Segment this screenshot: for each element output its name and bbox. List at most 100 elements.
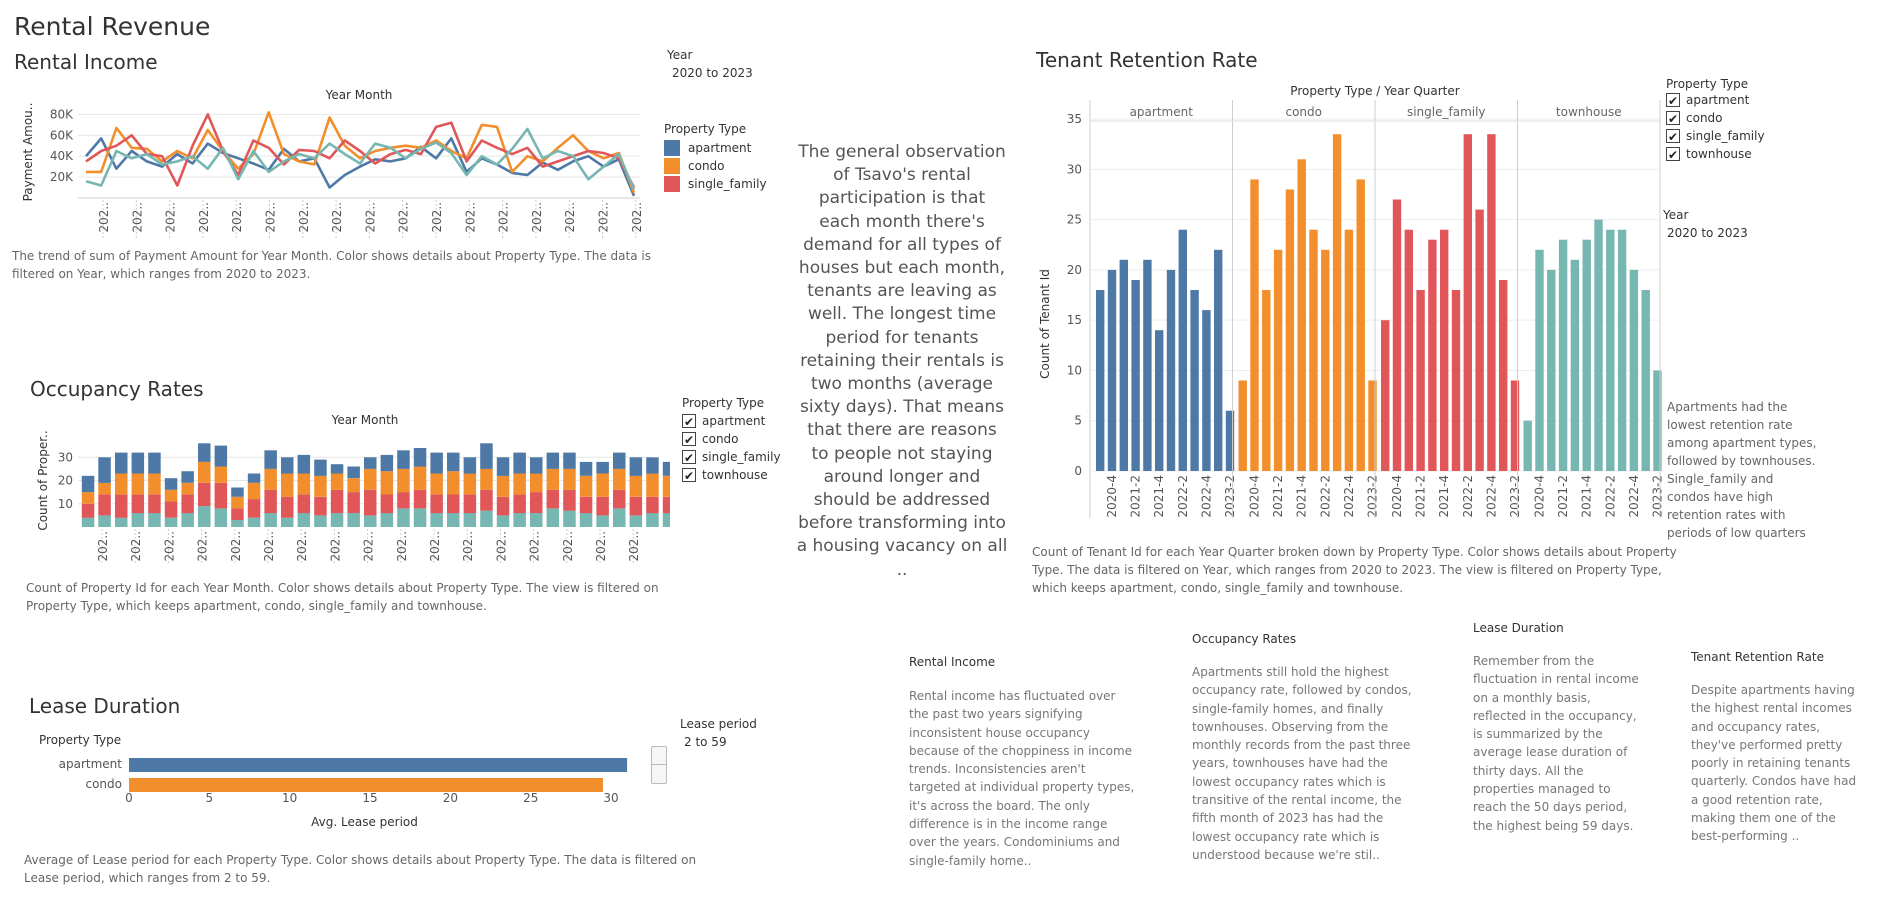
note-text: Despite apartments having the highest re… — [1691, 683, 1857, 844]
legend-item-condo[interactable]: condo — [664, 157, 767, 175]
legend-title: Property Type — [682, 396, 765, 410]
townhouse-bar — [81, 517, 95, 527]
y-tick-label: 30 — [58, 450, 73, 464]
townhouse-bar — [613, 508, 626, 527]
apartment-bar — [214, 445, 228, 467]
legend-label: single_family — [1686, 129, 1765, 143]
single-family-bar — [646, 496, 659, 514]
y-tick-label: 20 — [58, 474, 73, 488]
apartment-bar — [563, 452, 576, 469]
lease-slider-handle[interactable] — [651, 764, 667, 765]
apartment-bar — [579, 461, 593, 476]
checkbox-icon[interactable]: ✔ — [682, 414, 696, 429]
single-family-line — [85, 113, 636, 189]
x-tick-label: 202.. — [494, 531, 508, 562]
filter-item-condo[interactable]: ✔ condo — [682, 430, 781, 448]
x-tick-label: 2021-4 — [1152, 475, 1166, 518]
checkbox-icon[interactable]: ✔ — [682, 432, 696, 447]
checkbox-icon[interactable]: ✔ — [1666, 129, 1680, 144]
townhouse-bar — [1606, 229, 1615, 471]
condo-bar — [264, 468, 277, 490]
apartment-bar — [364, 457, 377, 469]
filter-item-townhouse[interactable]: ✔ townhouse — [1666, 145, 1765, 163]
x-tick-label: 202.. — [295, 531, 309, 562]
townhouse-bar — [264, 513, 277, 527]
filter-item-apartment[interactable]: ✔ apartment — [682, 412, 781, 430]
townhouse-bar — [480, 510, 493, 527]
x-tick-label: 202.. — [97, 202, 111, 233]
x-tick-label: 202.. — [497, 202, 511, 233]
condo-bar — [613, 468, 626, 490]
apartment-bar — [129, 758, 628, 772]
condo-bar — [1368, 380, 1377, 471]
retention-side-note: Apartments had the lowest retention rate… — [1667, 400, 1817, 540]
x-tick-label: 2022-2 — [1176, 475, 1190, 518]
x-tick-label: 2022-2 — [1603, 475, 1617, 518]
filter-item-single-family[interactable]: ✔ single_family — [1666, 127, 1765, 145]
x-tick-label: 2021-4 — [1295, 475, 1309, 518]
townhouse-bar — [1629, 269, 1639, 471]
x-tick-label: 2022-4 — [1199, 475, 1213, 518]
apartment-bar — [646, 457, 659, 474]
x-tick-label: 30 — [603, 791, 618, 805]
y-tick-label: 0 — [1074, 464, 1082, 478]
legend-item-apartment[interactable]: apartment — [664, 139, 767, 157]
lease-filter-value[interactable]: 2 to 59 — [684, 735, 727, 749]
retention-legend: Property Type ✔ apartment ✔ condo ✔ single_… — [1666, 77, 1765, 163]
y-tick-label: 40K — [50, 149, 74, 163]
x-tick-label: 202.. — [162, 531, 176, 562]
y-tick-label: 35 — [1067, 112, 1082, 126]
apartment-bar — [463, 457, 477, 474]
condo-bar — [513, 473, 526, 495]
checkbox-icon[interactable]: ✔ — [682, 450, 696, 465]
apartment-bar — [330, 464, 344, 474]
filter-item-townhouse[interactable]: ✔ townhouse — [682, 466, 781, 484]
single-family-bar — [496, 496, 510, 516]
y-tick-label: 15 — [1067, 313, 1082, 327]
single-family-bar — [231, 508, 244, 520]
townhouse-bar — [463, 513, 477, 527]
condo-bar — [364, 468, 377, 490]
rental-income-chart: Year Month Payment Amou.. 20K 40K 60K 80K 202.… — [21, 88, 644, 238]
filter-item-single-family[interactable]: ✔ single_family — [682, 448, 781, 466]
retention-year-value[interactable]: 2020 to 2023 — [1667, 226, 1748, 240]
townhouse-bar — [496, 515, 510, 527]
checkbox-icon[interactable]: ✔ — [1666, 147, 1680, 162]
filter-item-apartment[interactable]: ✔ apartment — [1666, 91, 1765, 109]
legend-label: condo — [702, 432, 739, 446]
single-family-bar — [98, 494, 111, 516]
caption-line: Count of Property Id for each Year Month… — [26, 581, 659, 595]
x-tick-label: 2021-4 — [1437, 475, 1451, 518]
single-family-bar — [662, 496, 670, 514]
checkbox-icon[interactable]: ✔ — [1666, 93, 1680, 108]
lease-slider-track[interactable] — [651, 746, 667, 784]
apartment-bar — [413, 448, 427, 467]
x-axis-title: Year Month — [331, 413, 399, 427]
condo-bar — [1344, 229, 1354, 471]
apartment-bar — [1155, 330, 1164, 471]
townhouse-bar — [1617, 229, 1627, 471]
single-family-bar — [164, 501, 178, 518]
y-axis-title: Payment Amou.. — [21, 103, 35, 202]
checkbox-icon[interactable]: ✔ — [1666, 111, 1680, 126]
single-family-bar — [1440, 229, 1449, 471]
year-filter-value[interactable]: 2020 to 2023 — [672, 66, 753, 80]
caption-line: Property Type, which keeps apartment, co… — [26, 599, 487, 613]
condo-bar — [579, 475, 593, 497]
condo-bar — [629, 475, 643, 497]
apartment-bar — [1096, 290, 1105, 471]
condo-bar — [214, 466, 228, 483]
checkbox-icon[interactable]: ✔ — [682, 468, 696, 483]
x-tick-label: 2021-4 — [1580, 475, 1594, 518]
condo-bar — [314, 475, 327, 497]
x-tick-label: 202.. — [197, 202, 211, 233]
occupancy-chart: Year Month Count of Proper.. 10 20 30 202.. 20… — [36, 413, 670, 565]
x-tick-label: 2022-2 — [1461, 475, 1475, 518]
apartment-bar — [81, 475, 95, 493]
single-family-bar — [1475, 209, 1484, 471]
single-family-bar — [447, 494, 460, 514]
filter-item-condo[interactable]: ✔ condo — [1666, 109, 1765, 127]
legend-item-single-family[interactable]: single_family — [664, 175, 767, 193]
condo-bar — [181, 482, 194, 495]
